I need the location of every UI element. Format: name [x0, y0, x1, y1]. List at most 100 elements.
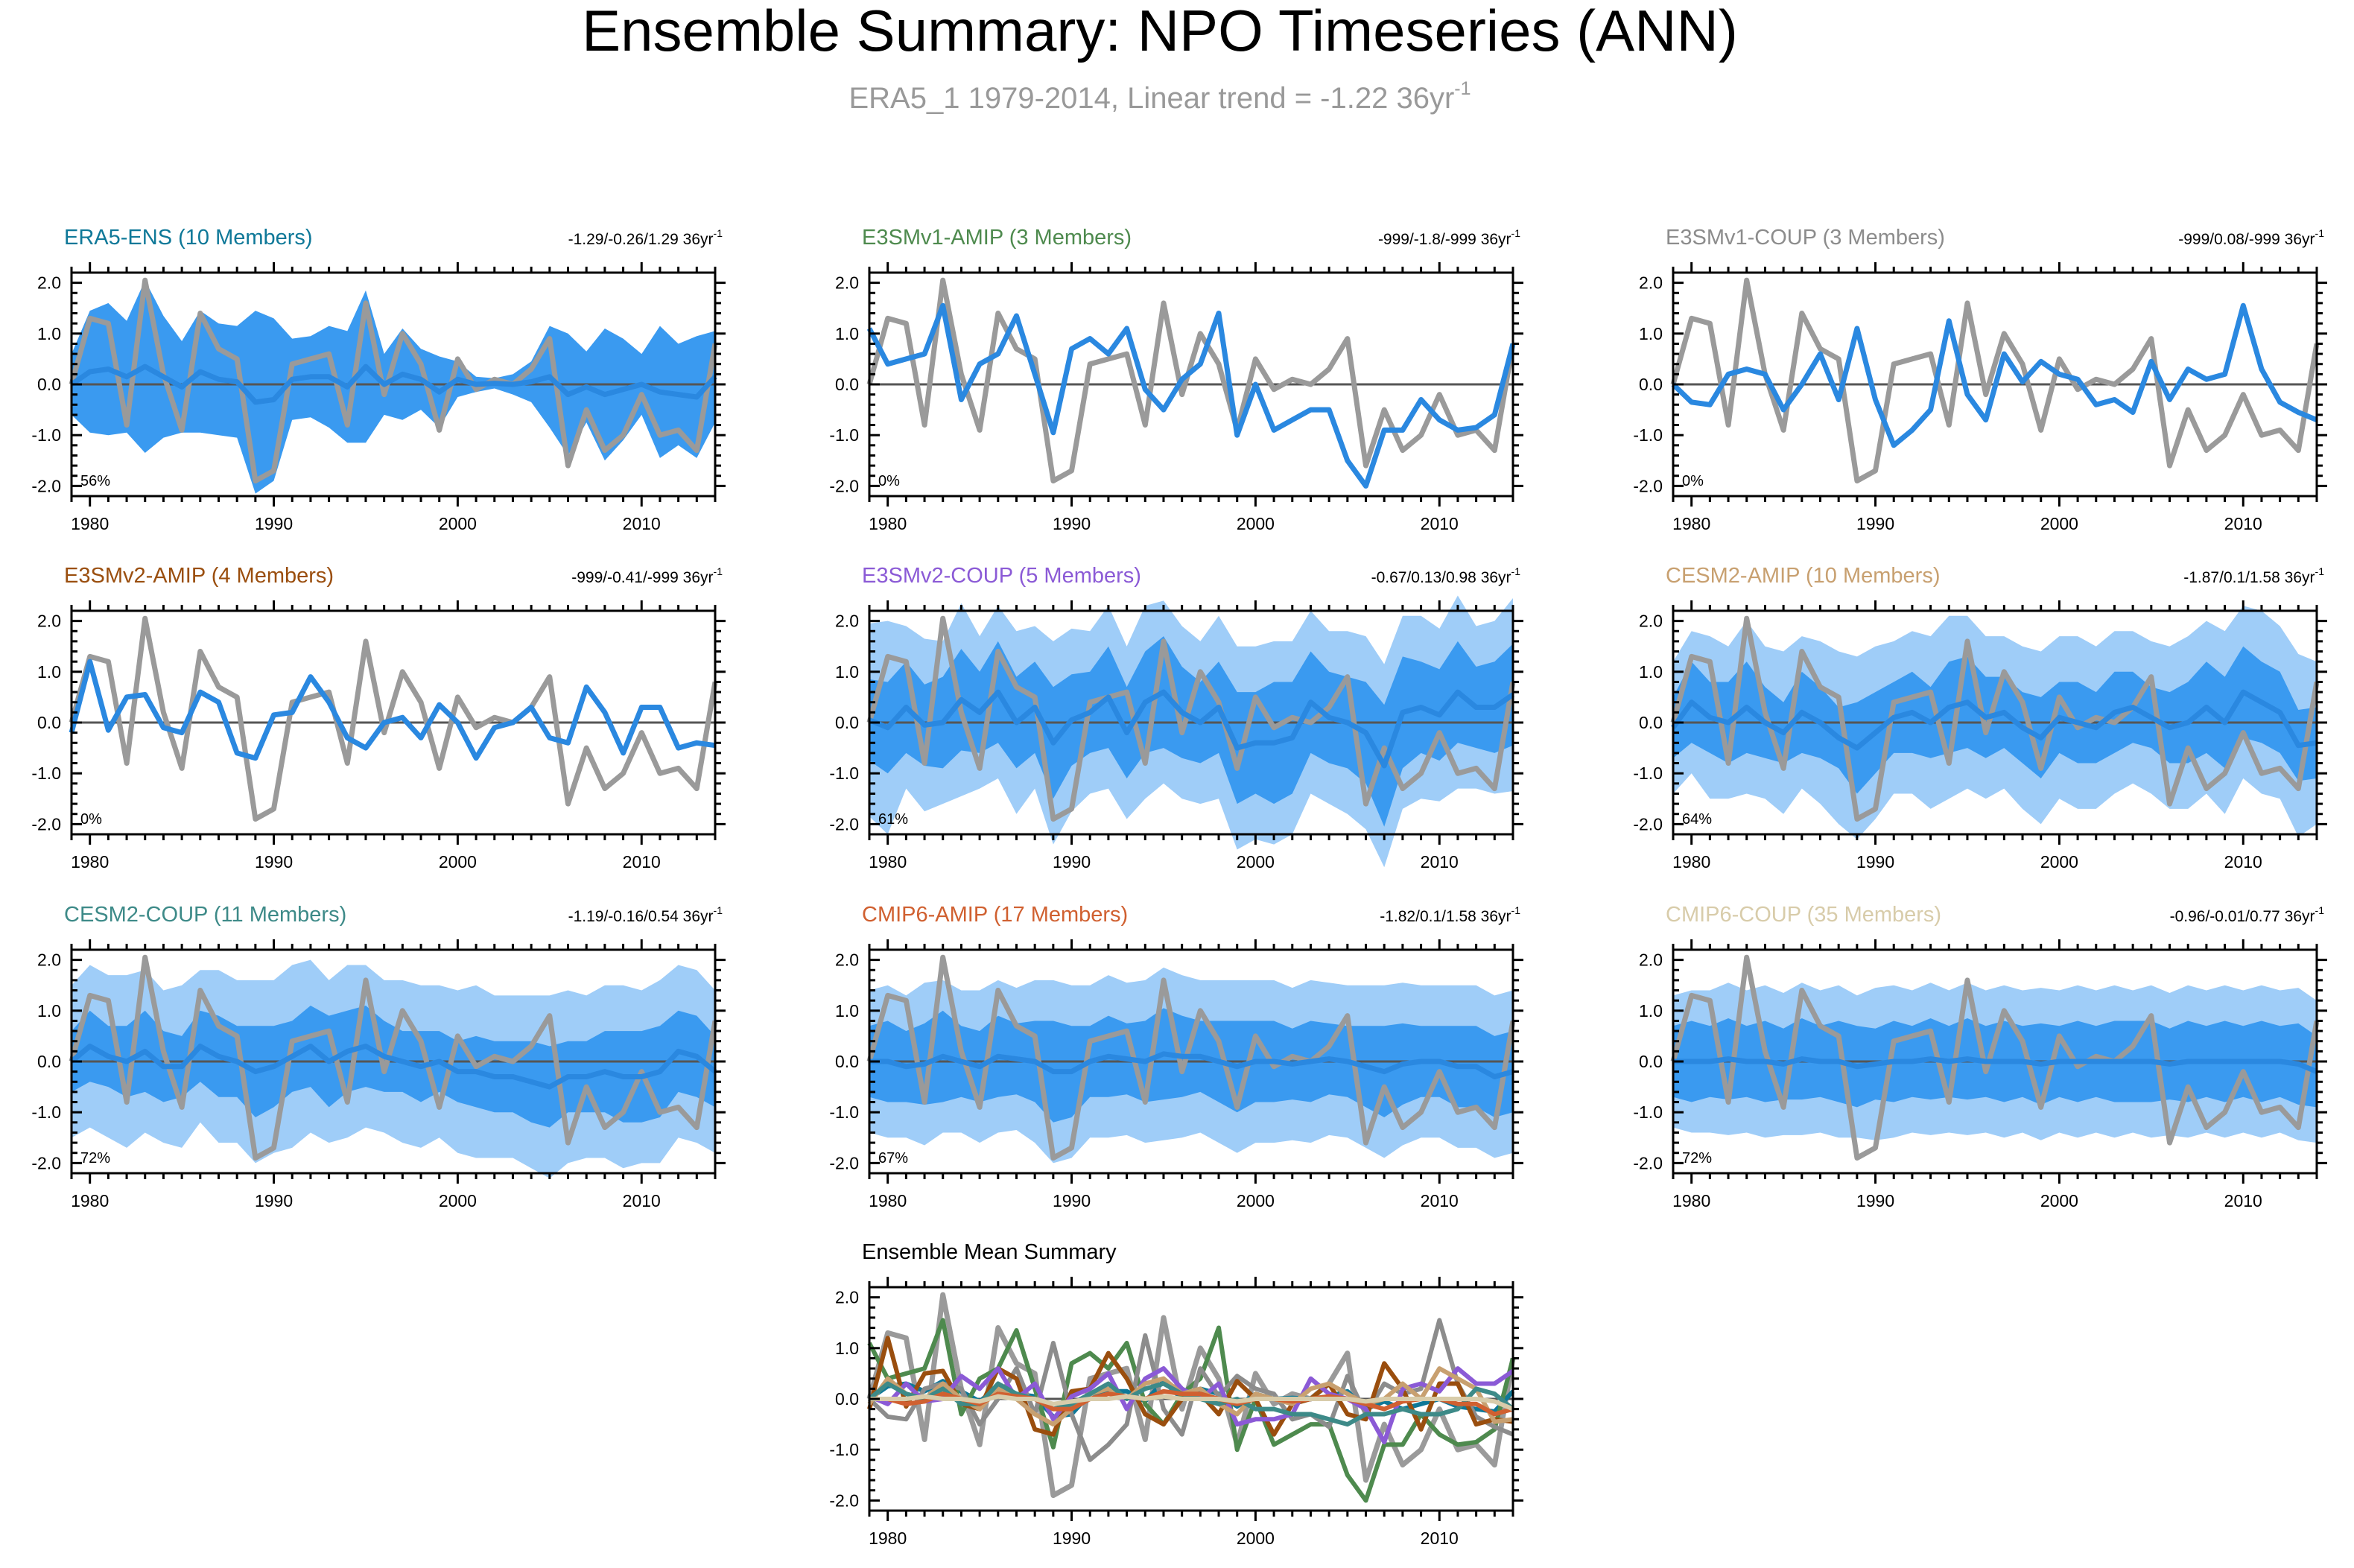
panel-stats: -0.96/-0.01/0.77 36yr-1 — [2170, 904, 2325, 925]
figure-title: Ensemble Summary: NPO Timeseries (ANN) — [582, 0, 1738, 63]
xtick-label: 1980 — [71, 514, 109, 533]
xtick-label: 1990 — [255, 1191, 293, 1210]
panel-title: E3SMv2-COUP (5 Members) — [862, 564, 1141, 588]
xtick-label: 2010 — [2224, 514, 2262, 533]
xtick-label: 1980 — [869, 514, 907, 533]
xtick-label: 1990 — [1053, 1529, 1091, 1548]
observed-series — [866, 615, 1516, 822]
panel-title: CESM2-COUP (11 Members) — [64, 903, 346, 927]
ensemble-mean-series — [869, 1051, 1514, 1079]
ytick-label: -1.0 — [829, 1102, 859, 1122]
ytick-label: 2.0 — [1639, 950, 1663, 970]
xtick-label: 2000 — [2040, 1191, 2078, 1210]
ytick-label: 1.0 — [835, 662, 859, 682]
panel-title: E3SMv1-AMIP (3 Members) — [862, 226, 1132, 250]
xtick-label: 1980 — [869, 1529, 907, 1548]
xtick-label: 1990 — [1053, 1191, 1091, 1210]
observed-series — [866, 1292, 1516, 1498]
ytick-label: -2.0 — [1633, 476, 1663, 495]
xtick-label: 2000 — [439, 1191, 477, 1210]
panel-stats: -999/0.08/-999 36yr-1 — [2178, 227, 2324, 248]
xtick-label: 2000 — [1237, 852, 1275, 872]
panel-stats: -1.29/-0.26/1.29 36yr-1 — [568, 227, 723, 248]
ytick-label: 0.0 — [1639, 1052, 1663, 1071]
ytick-label: -2.0 — [31, 1153, 61, 1172]
ytick-label: 1.0 — [1639, 324, 1663, 343]
xtick-label: 1990 — [1856, 514, 1894, 533]
ensemble-mean-series — [866, 302, 1516, 489]
xtick-label: 2000 — [439, 514, 477, 533]
xtick-label: 2000 — [2040, 514, 2078, 533]
ytick-label: 2.0 — [835, 612, 859, 631]
ytick-label: 2.0 — [835, 273, 859, 293]
panel-percent: 56% — [80, 473, 110, 489]
panel-title: Ensemble Mean Summary — [862, 1240, 1117, 1264]
ytick-label: -2.0 — [31, 476, 61, 495]
ensemble-mean-series — [69, 1044, 717, 1090]
ytick-label: 0.0 — [1639, 375, 1663, 394]
xtick-label: 2010 — [623, 1191, 661, 1210]
ytick-label: 2.0 — [1639, 612, 1663, 631]
ensemble-mean-series — [1671, 302, 2318, 448]
panel-stats: -1.87/0.1/1.58 36yr-1 — [2183, 565, 2324, 586]
ytick-label: 0.0 — [1639, 713, 1663, 732]
xtick-label: 1980 — [869, 1191, 907, 1210]
ytick-label: -1.0 — [31, 425, 61, 445]
ytick-label: 1.0 — [37, 324, 61, 343]
panel-title: E3SMv1-COUP (3 Members) — [1666, 226, 1945, 250]
summary-panel: 2.0 1.0 0.0 -1.0 -2.0 1980 1990 2000 2010 Ensembl… — [829, 1240, 1523, 1548]
ensemble-mean-series — [868, 689, 1514, 769]
ytick-label: -2.0 — [1633, 1153, 1663, 1172]
inner-band — [72, 280, 715, 494]
ytick-label: 1.0 — [1639, 1001, 1663, 1021]
subtitle-main: ERA5_1 1979-2014, Linear trend = -1.22 3… — [848, 82, 1454, 115]
summary-series-8 — [869, 1394, 1514, 1412]
xtick-label: 1990 — [1053, 852, 1091, 872]
panel-3: 2.0 1.0 0.0 -1.0 -2.0 1980 1990 2000 2010 E3SMv2-… — [31, 564, 726, 872]
ytick-label: -1.0 — [31, 764, 61, 783]
panel-title: E3SMv2-AMIP (4 Members) — [64, 564, 334, 588]
ytick-label: 1.0 — [1639, 662, 1663, 682]
ytick-label: 0.0 — [835, 1389, 859, 1409]
xtick-label: 2010 — [1421, 1191, 1459, 1210]
panel-6: 2.0 1.0 0.0 -1.0 -2.0 1980 1990 2000 2010 CESM2-C… — [31, 903, 726, 1210]
observed-series — [69, 615, 718, 822]
summary-series-5 — [867, 1366, 1514, 1427]
panel-2: 2.0 1.0 0.0 -1.0 -2.0 1980 1990 2000 2010 E3SMv1-… — [1633, 226, 2327, 533]
ytick-label: 1.0 — [835, 324, 859, 343]
xtick-label: 1980 — [71, 1191, 109, 1210]
xtick-label: 1990 — [1053, 514, 1091, 533]
panel-percent: 0% — [878, 473, 900, 489]
inner-band — [869, 636, 1513, 827]
panel-4: 2.0 1.0 0.0 -1.0 -2.0 1980 1990 2000 2010 E3SMv2-… — [829, 564, 1523, 872]
xtick-label: 1980 — [71, 852, 109, 872]
ytick-label: 1.0 — [37, 1001, 61, 1021]
xtick-label: 1980 — [1672, 1191, 1710, 1210]
figure-subtitle: ERA5_1 1979-2014, Linear trend = -1.22 3… — [848, 78, 1471, 115]
xtick-label: 2000 — [1237, 514, 1275, 533]
ytick-label: -1.0 — [829, 425, 859, 445]
ensemble-mean-series — [1673, 1056, 2318, 1074]
panel-percent: 72% — [80, 1150, 110, 1167]
xtick-label: 2000 — [439, 852, 477, 872]
xtick-label: 1980 — [869, 852, 907, 872]
subtitle-sup: -1 — [1454, 78, 1471, 99]
xtick-label: 2000 — [1237, 1529, 1275, 1548]
panel-7: 2.0 1.0 0.0 -1.0 -2.0 1980 1990 2000 2010 CMIP6-A… — [829, 903, 1523, 1210]
panel-0: 2.0 1.0 0.0 -1.0 -2.0 1980 1990 2000 2010 ERA5-EN… — [31, 226, 726, 533]
ytick-label: 0.0 — [835, 1052, 859, 1071]
ytick-label: -1.0 — [31, 1102, 61, 1122]
xtick-label: 2010 — [2224, 852, 2262, 872]
panel-title: CMIP6-COUP (35 Members) — [1666, 903, 1941, 927]
ytick-label: -1.0 — [1633, 1102, 1663, 1122]
panel-stats: -1.82/0.1/1.58 36yr-1 — [1380, 904, 1520, 925]
panel-percent: 61% — [878, 811, 908, 828]
xtick-label: 2000 — [1237, 1191, 1275, 1210]
ytick-label: 0.0 — [37, 375, 61, 394]
ytick-label: -1.0 — [1633, 425, 1663, 445]
panel-percent: 72% — [1682, 1150, 1712, 1167]
ytick-label: 1.0 — [835, 1339, 859, 1358]
ytick-label: 2.0 — [37, 950, 61, 970]
panel-stats: -999/-1.8/-999 36yr-1 — [1378, 227, 1520, 248]
